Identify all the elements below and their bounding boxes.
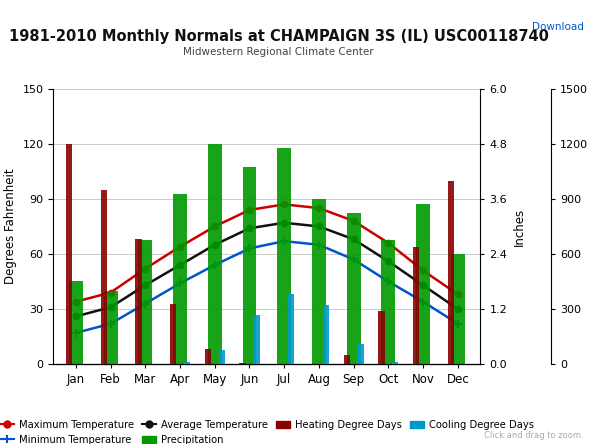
Y-axis label: Degrees Fahrenheit: Degrees Fahrenheit (4, 169, 17, 284)
Bar (381, 240, 396, 364)
Bar (243, 167, 256, 364)
Bar (278, 148, 291, 364)
Bar (170, 304, 176, 364)
Bar (312, 199, 326, 364)
Bar (323, 305, 329, 364)
Text: Midwestern Regional Climate Center: Midwestern Regional Climate Center (183, 47, 374, 57)
Bar (208, 144, 222, 364)
Y-axis label: Inches: Inches (513, 207, 526, 246)
Bar (138, 240, 152, 364)
Legend: Maximum Temperature, Minimum Temperature, Average Temperature, Precipitation, He: Maximum Temperature, Minimum Temperature… (0, 416, 538, 444)
Bar (413, 246, 419, 364)
Bar (101, 190, 107, 364)
Bar (392, 362, 398, 364)
Bar (135, 239, 142, 364)
Bar (451, 254, 465, 364)
Bar (104, 291, 117, 364)
Bar (219, 350, 225, 364)
Bar (416, 203, 430, 364)
Bar (66, 144, 72, 364)
Bar (240, 363, 246, 364)
Bar (288, 294, 294, 364)
Bar (347, 213, 361, 364)
Bar (184, 362, 190, 364)
Bar (358, 344, 364, 364)
Text: Click and drag to zoom.: Click and drag to zoom. (484, 431, 584, 440)
Bar (253, 314, 260, 364)
Bar (69, 281, 83, 364)
Bar (448, 181, 454, 364)
Text: Download: Download (533, 22, 584, 32)
Bar (378, 311, 384, 364)
Bar (173, 194, 187, 364)
Text: 1981-2010 Monthly Normals at CHAMPAIGN 3S (IL) USC00118740: 1981-2010 Monthly Normals at CHAMPAIGN 3… (9, 29, 549, 44)
Bar (205, 349, 211, 364)
Bar (343, 355, 350, 364)
